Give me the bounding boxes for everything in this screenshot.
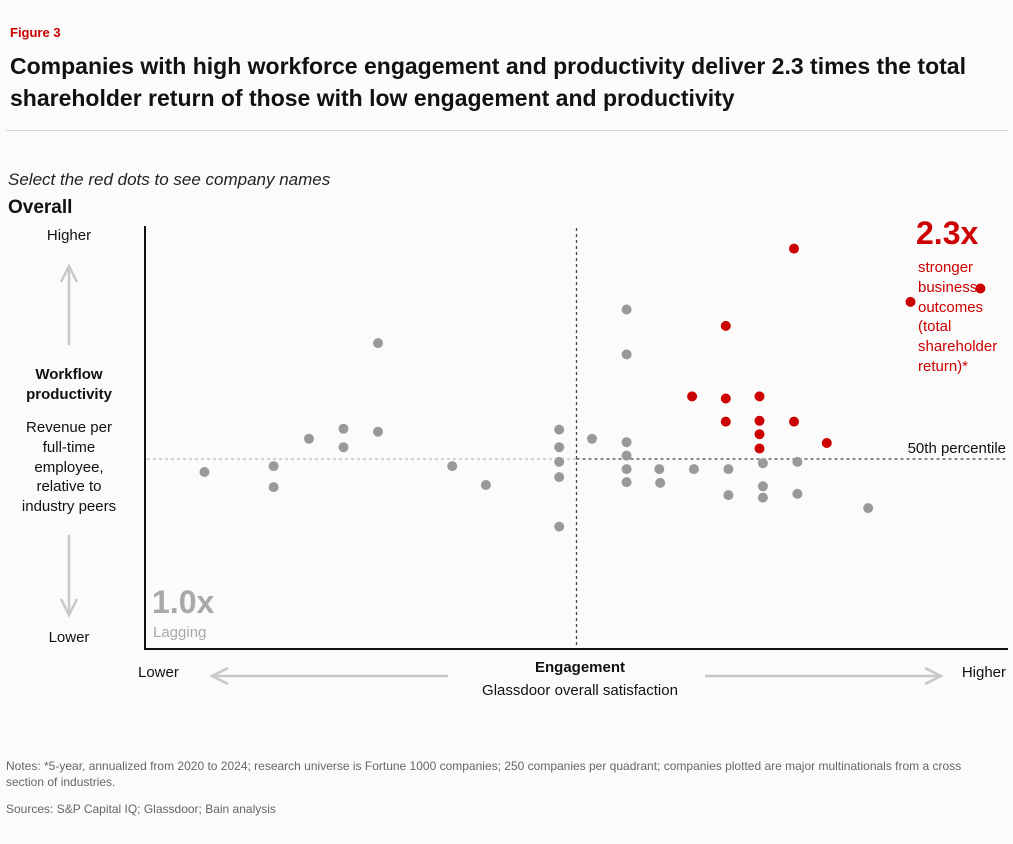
y-axis-labels: Higher Workflow productivity Revenue per… (22, 227, 116, 646)
company-point (792, 456, 803, 467)
company-point (554, 472, 565, 483)
quadrant-guides: 50th percentile (147, 228, 1007, 648)
y-axis-down-arrowhead-icon (59, 598, 79, 618)
company-point-highlighted[interactable] (754, 391, 765, 402)
leading-label-line-5: shareholder (918, 338, 997, 355)
company-point (621, 477, 632, 488)
company-point (199, 467, 210, 477)
company-point (587, 433, 597, 444)
x-axis-left-arrowhead-icon (209, 666, 229, 686)
chart-sources: Sources: S&P Capital IQ; Glassdoor; Bain… (6, 802, 276, 816)
instruction-text: Select the red dots to see company names (8, 170, 331, 189)
company-point (621, 464, 632, 475)
figure-label: Figure 3 (10, 25, 61, 40)
leading-label-line-2: business (918, 279, 977, 296)
x-axis-subtitle: Glassdoor overall satisfaction (482, 682, 678, 699)
y-axis-low-label: Lower (49, 629, 90, 646)
company-point (621, 304, 632, 315)
company-point (723, 490, 734, 501)
company-point (373, 338, 383, 349)
company-point (554, 442, 565, 453)
company-point (268, 482, 279, 493)
leading-annotation: 2.3x stronger business outcomes (total s… (916, 215, 997, 375)
company-point (757, 458, 768, 469)
leading-label-line-6: return)* (918, 358, 968, 375)
axes (144, 226, 1008, 650)
y-axis-subtitle-line-3: employee, (34, 459, 103, 476)
company-point (792, 488, 803, 499)
chart-title: Companies with high workforce engagement… (10, 53, 966, 111)
x-axis-labels: Lower Engagement Glassdoor overall satis… (138, 659, 1006, 699)
company-point (447, 461, 458, 472)
company-point (554, 424, 565, 435)
y-axis-subtitle-line-1: Revenue per (26, 419, 112, 436)
y-axis-subtitle-line-4: relative to (36, 478, 101, 495)
company-point (621, 450, 632, 461)
chart-notes: Notes: *5-year, annualized from 2020 to … (6, 759, 962, 789)
percentile-label: 50th percentile (908, 440, 1006, 457)
company-point (304, 433, 314, 444)
company-point-highlighted[interactable] (905, 296, 916, 307)
company-point-highlighted[interactable] (789, 243, 799, 254)
company-point (863, 503, 874, 514)
company-point (268, 461, 279, 472)
leading-label-line-1: stronger (918, 259, 973, 276)
company-point (480, 480, 491, 490)
company-point-highlighted[interactable] (687, 391, 698, 402)
lagging-label: Lagging (153, 624, 206, 641)
company-point (338, 442, 349, 453)
company-point (654, 464, 665, 475)
leading-label-line-3: outcomes (918, 299, 983, 316)
data-points (199, 243, 986, 532)
company-point-highlighted[interactable] (789, 416, 799, 427)
section-heading: Overall (8, 197, 73, 218)
company-point (373, 426, 383, 437)
company-point (621, 437, 632, 448)
x-axis-right-arrowhead-icon (924, 666, 944, 686)
y-axis-subtitle-line-5: industry peers (22, 498, 116, 515)
lagging-multiple: 1.0x (152, 584, 214, 620)
company-point-highlighted[interactable] (821, 438, 832, 448)
company-point (338, 423, 349, 434)
company-point-highlighted[interactable] (754, 415, 765, 426)
company-point-highlighted[interactable] (754, 429, 765, 440)
company-point (554, 521, 565, 532)
company-point (621, 349, 632, 360)
y-axis-high-label: Higher (47, 227, 91, 244)
company-point (655, 477, 666, 488)
leading-multiple: 2.3x (916, 215, 978, 251)
company-point (757, 492, 768, 503)
company-point-highlighted[interactable] (754, 443, 765, 454)
company-point (554, 456, 565, 467)
leading-label-line-4: (total (918, 318, 951, 335)
company-point-highlighted[interactable] (720, 320, 731, 331)
lagging-annotation: 1.0x Lagging (152, 584, 214, 641)
y-axis-up-arrowhead-icon (59, 263, 79, 283)
title-divider (6, 130, 1008, 131)
x-axis-low-label: Lower (138, 664, 179, 681)
y-axis-subtitle-line-2: full-time (43, 439, 96, 456)
company-point (723, 464, 734, 475)
company-point-highlighted[interactable] (720, 393, 731, 404)
company-point-highlighted[interactable] (720, 416, 731, 427)
company-point (688, 464, 699, 475)
x-axis-title: Engagement (535, 659, 625, 676)
scatter-chart: Higher Workflow productivity Revenue per… (22, 215, 1008, 699)
company-point (757, 481, 768, 492)
y-axis-title-line-1: Workflow (35, 366, 103, 383)
y-axis-title-line-2: productivity (26, 386, 112, 403)
x-axis-high-label: Higher (962, 664, 1006, 681)
company-point-highlighted[interactable] (975, 283, 986, 294)
